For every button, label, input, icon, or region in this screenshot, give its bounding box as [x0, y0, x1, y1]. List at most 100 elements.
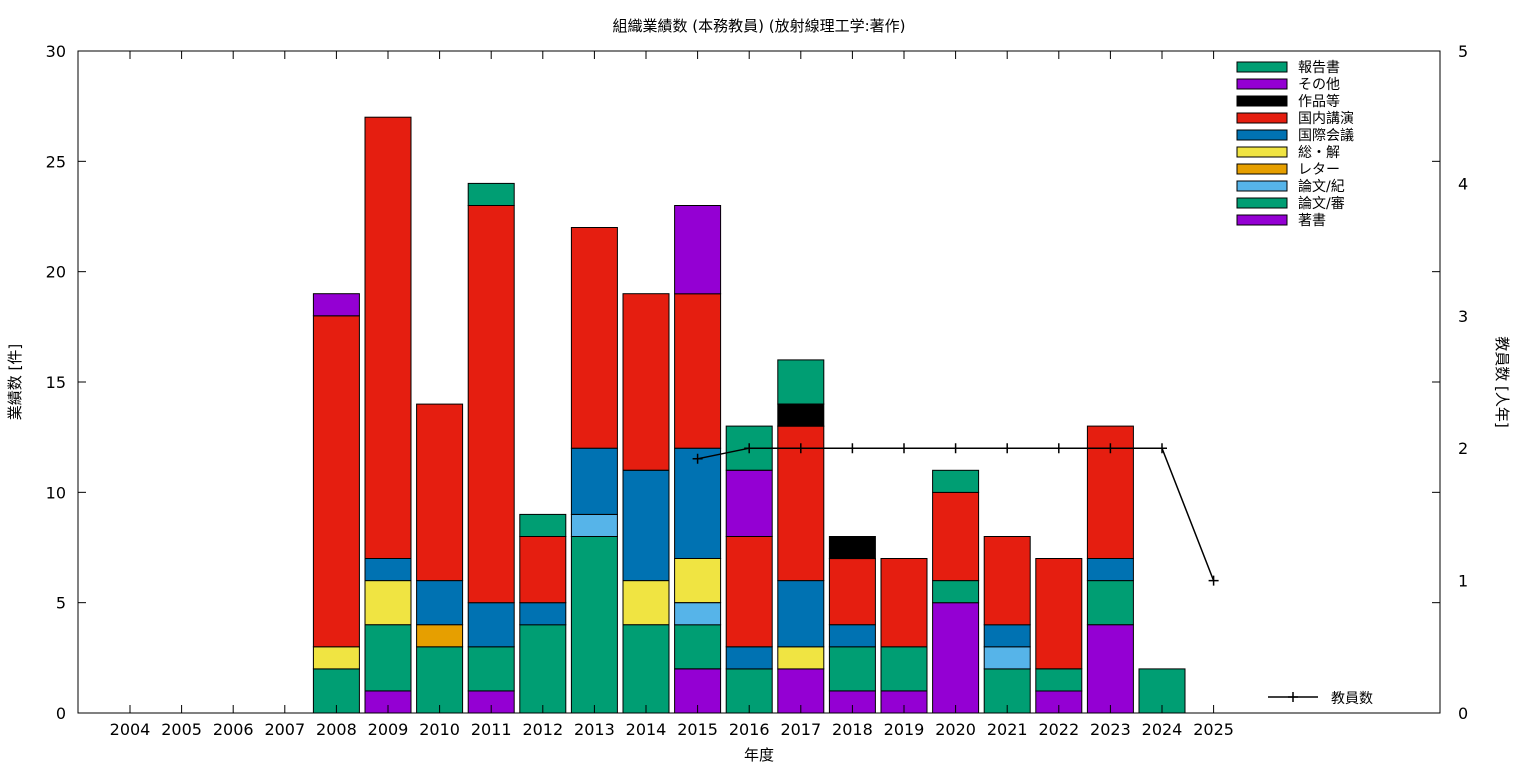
bar-segment [312, 315, 360, 648]
x-tick-label: 2013 [574, 720, 615, 739]
bar-segment [364, 558, 412, 582]
bar-segment [1086, 558, 1134, 582]
bar-segment [674, 293, 722, 449]
legend-label: 報告書 [1298, 60, 1340, 76]
bar-segment [880, 558, 928, 648]
chart-title: 組織業績数 (本務教員) (放射線理工学:著作) [613, 17, 906, 35]
faculty-count-point [795, 443, 806, 454]
faculty-count-point [1002, 443, 1013, 454]
legend-swatch [1236, 163, 1288, 175]
bar-segment [983, 536, 1031, 626]
bar-segment [983, 624, 1031, 648]
bar-segment [312, 646, 360, 670]
bar-segment [1035, 558, 1083, 670]
bar-segment [467, 602, 515, 648]
bar-segment [416, 403, 464, 582]
legend-swatch [1236, 146, 1288, 158]
bar-segment [674, 602, 722, 626]
bar-segment [932, 580, 980, 604]
legend-swatch [1236, 112, 1288, 124]
bar-segment [364, 116, 412, 559]
bar-segment [312, 293, 360, 317]
faculty-count-point [847, 443, 858, 454]
bar-segment [932, 491, 980, 582]
legend-label: 国内講演 [1298, 111, 1354, 127]
faculty-count-point [744, 443, 755, 454]
y-tick-label: 25 [46, 152, 66, 171]
legend-line-marker [1288, 692, 1298, 702]
bar-segment [674, 558, 722, 604]
x-tick-label: 2018 [832, 720, 873, 739]
bar-segment [777, 359, 825, 405]
x-tick-label: 2022 [1038, 720, 1079, 739]
legend-swatch [1236, 61, 1288, 73]
x-tick-label: 2010 [419, 720, 460, 739]
bar-segment [416, 580, 464, 626]
bar-segment [1086, 624, 1134, 714]
bar-segment [777, 403, 825, 427]
faculty-count-point [950, 443, 961, 454]
x-tick-label: 2005 [161, 720, 202, 739]
faculty-count-point [1157, 443, 1167, 454]
bar-segment [622, 469, 670, 582]
legend-label: 教員数 [1331, 691, 1373, 707]
faculty-count-point [1053, 443, 1064, 454]
y2-tick-label: 3 [1458, 307, 1468, 326]
bar-segment [725, 646, 773, 670]
x-tick-label: 2019 [884, 720, 925, 739]
legend-swatch [1236, 180, 1288, 192]
x-tick-label: 2014 [626, 720, 667, 739]
y-axis-title: 業績数 [件] [6, 344, 24, 420]
legend-label: 著書 [1298, 213, 1326, 229]
legend-swatch [1236, 78, 1288, 90]
x-tick-label: 2020 [935, 720, 976, 739]
legend-label: 論文/審 [1298, 196, 1345, 212]
x-tick-label: 2015 [677, 720, 718, 739]
bar-segment [519, 624, 567, 714]
faculty-count-point [899, 443, 909, 454]
bar-segment [880, 646, 928, 692]
bar-segment [364, 624, 412, 692]
y2-tick-label: 0 [1458, 704, 1468, 723]
y-tick-label: 10 [46, 483, 66, 502]
bar-segment [570, 227, 618, 449]
bar-segment [932, 602, 980, 714]
bar-segment [828, 624, 876, 648]
bar-segment [1035, 668, 1083, 692]
x-tick-label: 2016 [729, 720, 770, 739]
line-layer [692, 443, 1219, 586]
bar-segment [828, 536, 876, 560]
faculty-count-point [1105, 443, 1116, 454]
legend-swatch [1236, 129, 1288, 141]
bar-segment [519, 536, 567, 604]
x-tick-label: 2006 [213, 720, 254, 739]
x-tick-label: 2009 [368, 720, 409, 739]
legend-label: 作品等 [1298, 93, 1340, 110]
bar-segment [725, 536, 773, 648]
bar-segment [674, 205, 722, 295]
x-tick-label: 2021 [987, 720, 1028, 739]
faculty-count-point [692, 453, 703, 464]
legend-label: 総・解 [1298, 145, 1340, 161]
y2-tick-label: 2 [1458, 439, 1468, 458]
x-tick-label: 2024 [1142, 720, 1183, 739]
legend-swatch [1236, 214, 1288, 226]
bar-segment [828, 558, 876, 626]
x-tick-label: 2007 [264, 720, 305, 739]
bar-segment [416, 646, 464, 714]
legend-label: 国際会議 [1298, 127, 1354, 144]
y2-tick-label: 5 [1458, 42, 1468, 61]
bar-segment [983, 646, 1031, 670]
bar-segment [416, 624, 464, 648]
bar-segment [570, 447, 618, 515]
bar-segment [467, 205, 515, 604]
legend-label: レター [1298, 162, 1340, 178]
bar-segment [467, 646, 515, 692]
bar-segment [467, 182, 515, 206]
y2-tick-label: 1 [1458, 572, 1468, 591]
bar-segment [674, 447, 722, 560]
bar-segment [1086, 580, 1134, 626]
bar-segment [725, 469, 773, 537]
